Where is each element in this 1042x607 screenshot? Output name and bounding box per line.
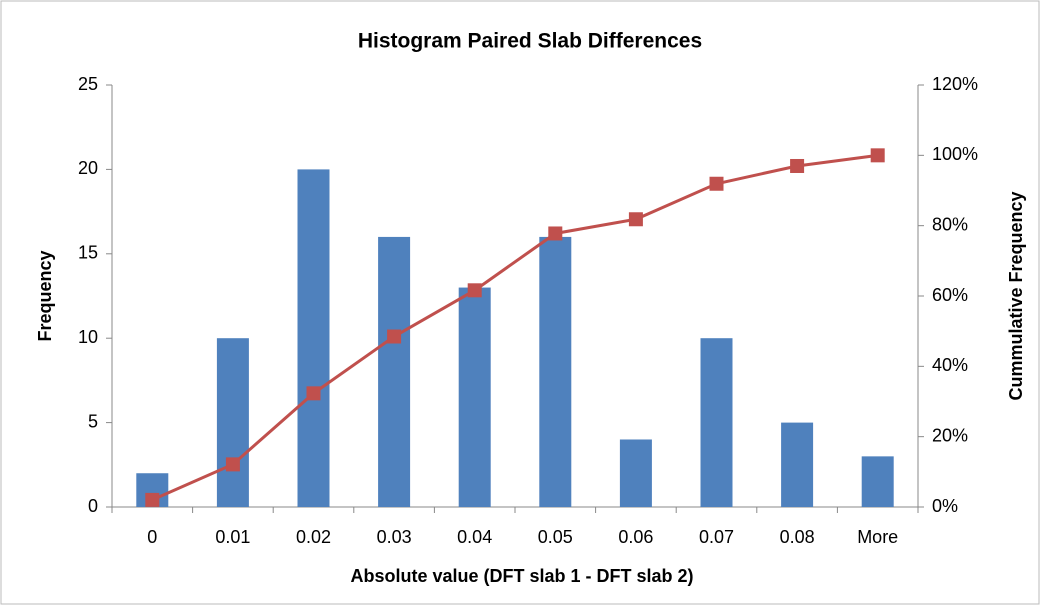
y-tick-label: 10 [78, 327, 98, 347]
y2-tick-label: 80% [932, 214, 968, 234]
line-marker [387, 329, 402, 344]
y2-tick-label: 0% [932, 496, 958, 516]
x-tick-label: 0.05 [538, 527, 573, 547]
line-marker [306, 386, 321, 401]
y-axis-label: Frequency [35, 250, 55, 341]
bar [297, 169, 330, 507]
y2-tick-label: 120% [932, 74, 978, 94]
y2-tick-label: 60% [932, 285, 968, 305]
x-tick-label: 0.08 [780, 527, 815, 547]
line-marker [870, 148, 885, 163]
x-axis-label: Absolute value (DFT slab 1 - DFT slab 2) [350, 566, 693, 586]
x-tick-label: 0.06 [618, 527, 653, 547]
y2-tick-label: 100% [932, 144, 978, 164]
line-marker [709, 176, 724, 191]
chart-title: Histogram Paired Slab Differences [358, 30, 702, 53]
bar [619, 439, 652, 507]
y-tick-label: 15 [78, 243, 98, 263]
cumulative-line [151, 153, 878, 502]
x-tick-label: 0 [147, 527, 157, 547]
y-tick-label: 5 [88, 411, 98, 431]
line-marker [225, 457, 240, 472]
x-tick-label: More [857, 527, 898, 547]
x-tick-label: 0.02 [296, 527, 331, 547]
line-marker [467, 283, 482, 298]
line-marker [790, 158, 805, 173]
bar [458, 287, 491, 507]
bar [378, 236, 411, 508]
line-marker [145, 492, 160, 507]
x-tick-label: 0.03 [377, 527, 412, 547]
bar [216, 338, 249, 507]
x-tick-label: 0.07 [699, 527, 734, 547]
bar [700, 338, 733, 507]
bar [781, 422, 814, 507]
y2-tick-label: 20% [932, 425, 968, 445]
y-tick-label: 0 [88, 496, 98, 516]
y2-axis-label: Cummulative Frequency [1006, 191, 1026, 400]
y-tick-label: 20 [78, 158, 98, 178]
x-tick-label: 0.01 [215, 527, 250, 547]
y2-tick-label: 40% [932, 355, 968, 375]
bar [861, 456, 894, 507]
x-tick-label: 0.04 [457, 527, 492, 547]
line-marker [628, 212, 643, 227]
bar [539, 236, 572, 508]
line-marker [548, 226, 563, 241]
y-tick-label: 25 [78, 74, 98, 94]
